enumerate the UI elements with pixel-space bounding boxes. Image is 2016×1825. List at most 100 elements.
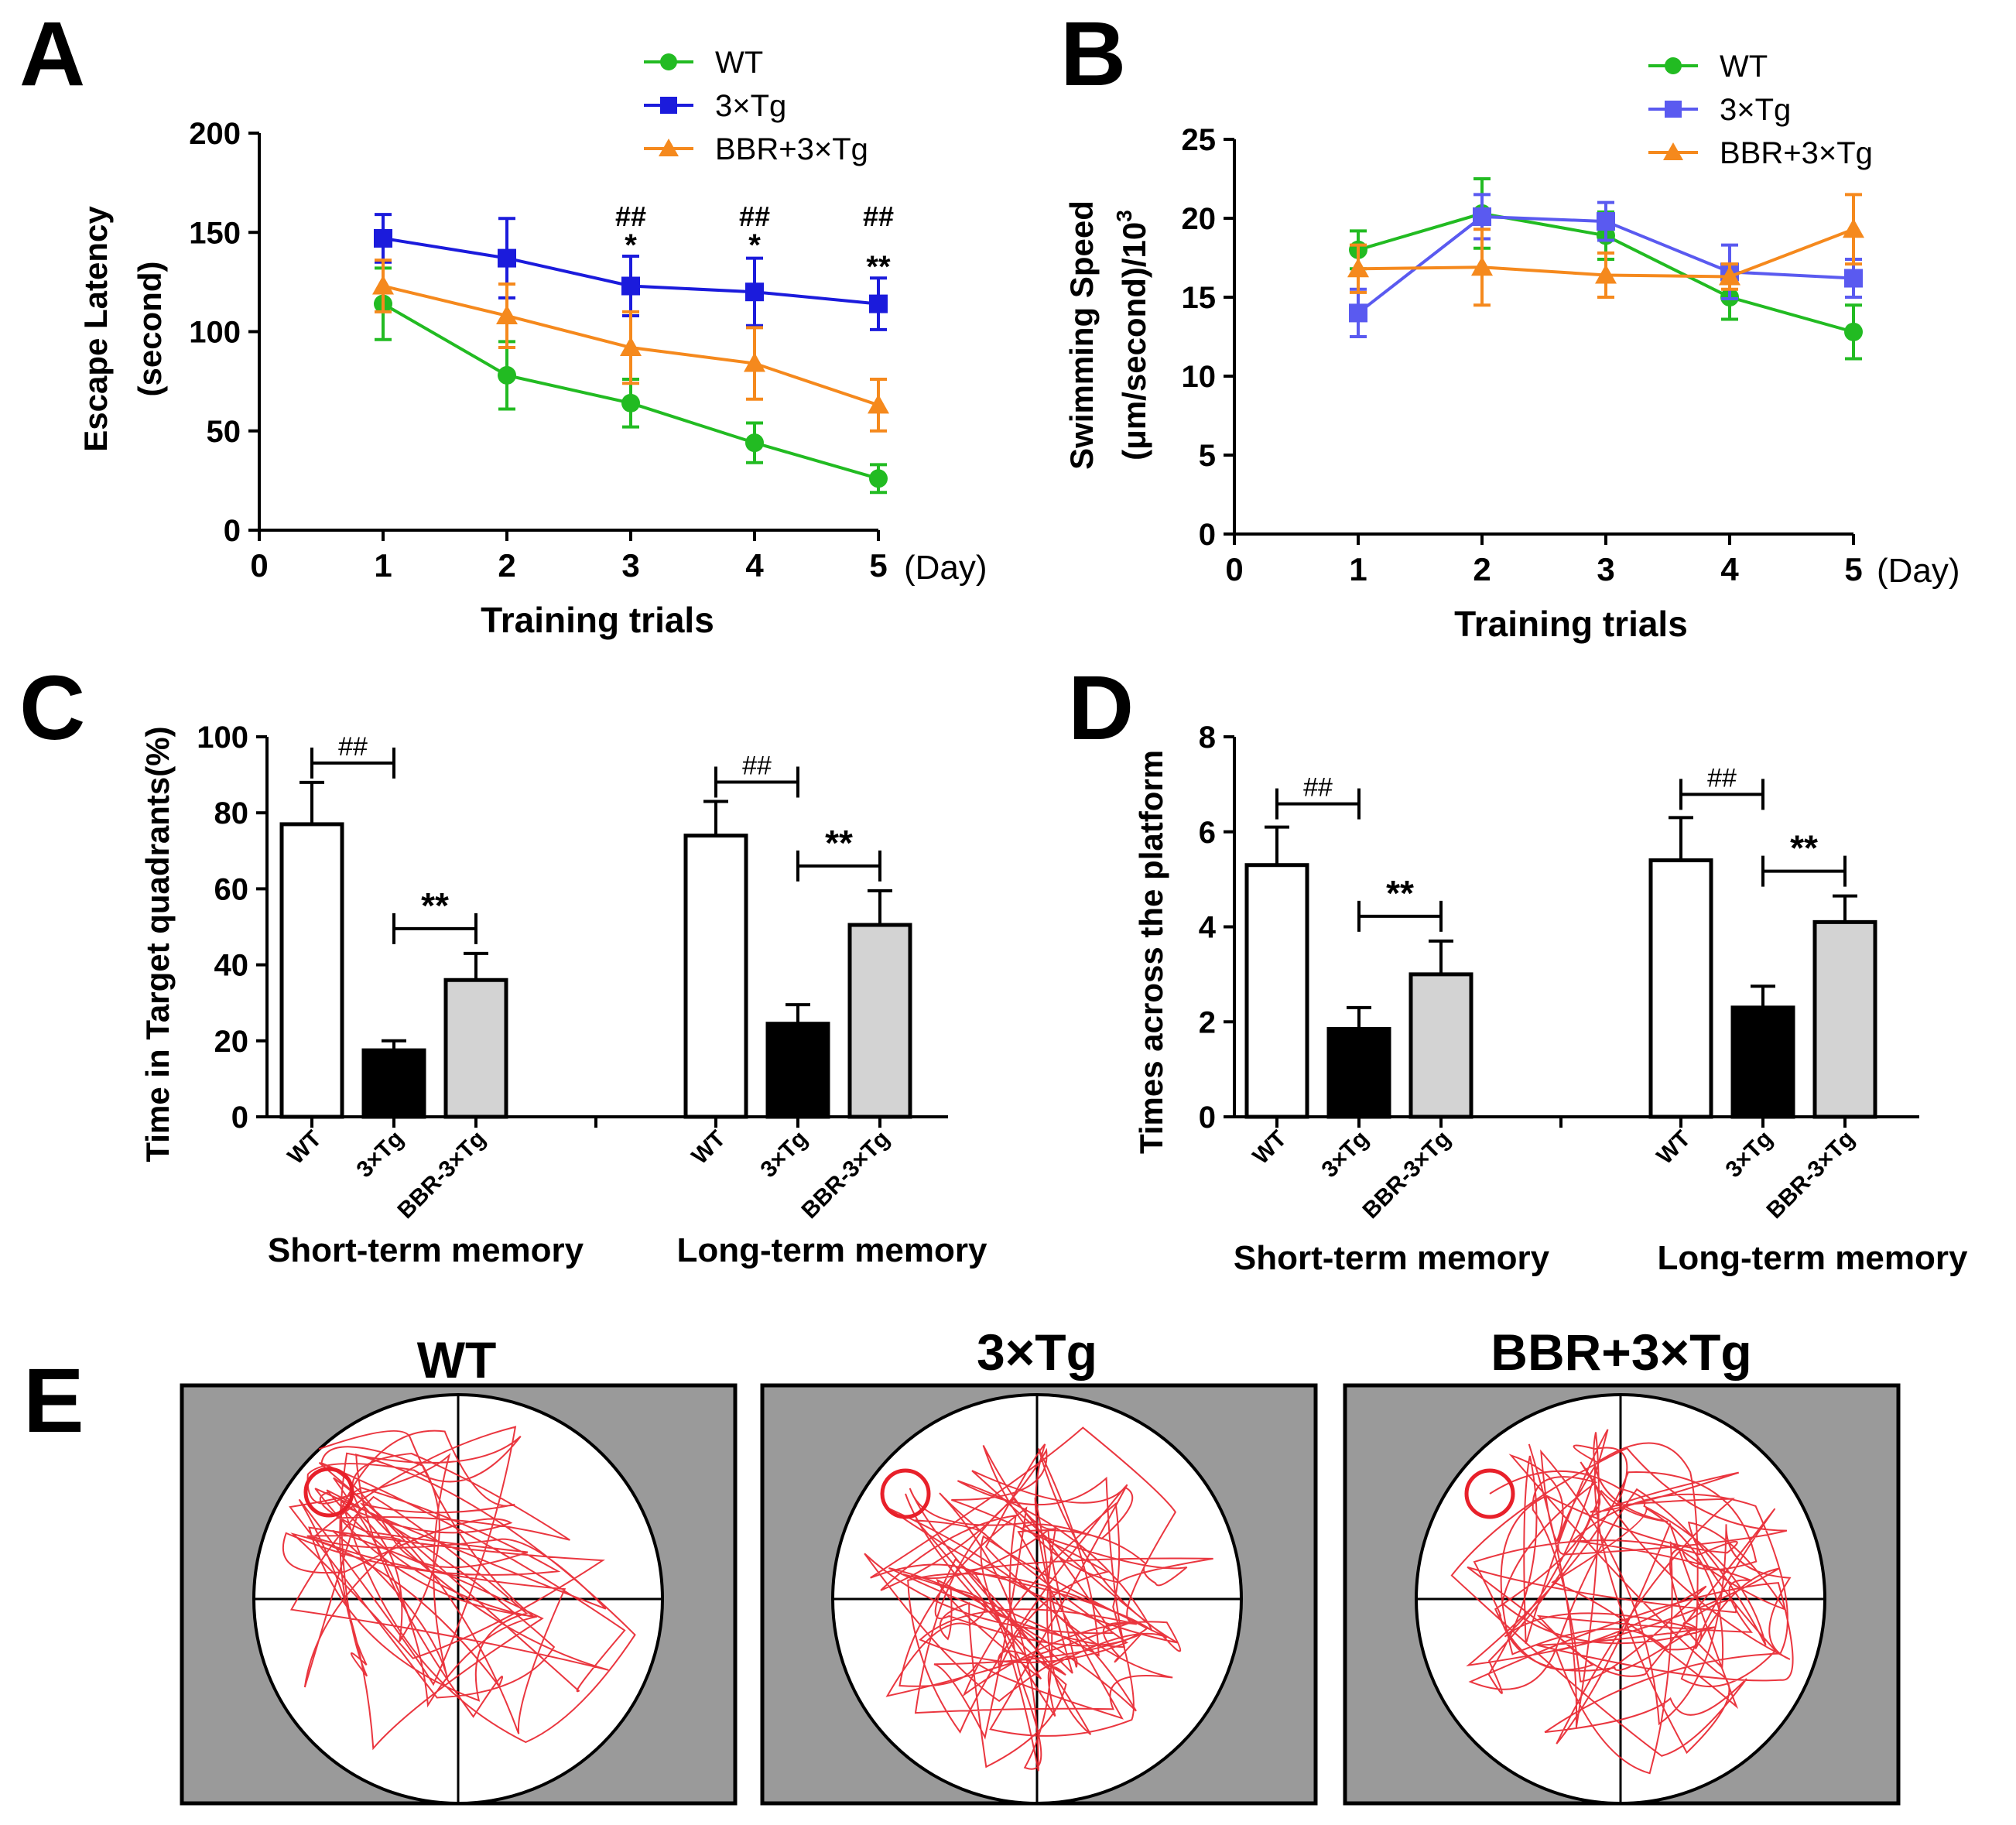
chart-b-ytick-label: 20 [1182, 202, 1217, 236]
chart-c-bar [765, 1022, 830, 1119]
chart-c-bracket-hash: ## [742, 751, 772, 780]
chart-b-xtick-label: 0 [1225, 551, 1243, 587]
chart-d-bar [1730, 1005, 1795, 1119]
chart-d-bar [1648, 858, 1713, 1119]
chart-c-ytick-label: 80 [214, 796, 249, 830]
chart-b-legend-label: WT [1720, 50, 1768, 84]
panel-label-e: E [23, 1350, 84, 1452]
chart-c-bar [361, 1048, 426, 1119]
chart-c-category-label: 3×Tg [756, 1126, 813, 1183]
panel-label-c: C [19, 657, 85, 759]
chart-c-category-label: BBR-3×Tg [392, 1126, 490, 1224]
chart-d-ytick-label: 4 [1199, 911, 1217, 945]
chart-b-point-3xtg [1844, 269, 1863, 288]
chart-a-xtick-label: 5 [869, 547, 887, 584]
chart-d-bracket-wt-vs-3xtg [1679, 779, 1764, 810]
chart-b-xtick-label: 1 [1349, 551, 1367, 587]
chart-c-group-long: Long-term memory [677, 1231, 987, 1269]
pool-title-wt: WT [417, 1331, 497, 1388]
chart-c-ytick-label: 20 [214, 1025, 249, 1059]
chart-d-ytick-label: 2 [1199, 1005, 1216, 1039]
swim-path-panels [180, 1383, 1901, 1806]
chart-b-ytick-label: 0 [1199, 518, 1216, 552]
chart-a-legend-label: WT [715, 46, 763, 80]
panel-label-d: D [1068, 657, 1134, 759]
swim-track [864, 1426, 1213, 1772]
chart-d-category-label: WT [1248, 1126, 1292, 1169]
chart-c-bar [279, 822, 344, 1119]
chart-b-ylabel-sup: 3 [1112, 210, 1136, 222]
chart-b-ytick-label: 5 [1199, 439, 1216, 473]
chart-d-ytick-label: 6 [1199, 816, 1216, 850]
chart-a-ytick-label: 200 [189, 117, 241, 151]
chart-a-annotation-hash: ## [739, 200, 770, 232]
chart-c-ytick-label: 40 [214, 949, 249, 983]
chart-d-bar [1408, 972, 1473, 1119]
chart-a-xtick-label: 0 [250, 547, 268, 584]
chart-c-ytick-label: 60 [214, 872, 249, 906]
chart-a-annotation-hash: ## [615, 200, 646, 232]
chart-b-point-3xtg [1349, 303, 1367, 323]
chart-a-xtick-label: 2 [498, 547, 515, 584]
chart-d-bracket-3xtg-vs-bbr [1761, 855, 1847, 887]
chart-c-category-label: BBR-3×Tg [796, 1126, 894, 1224]
chart-c-bracket-hash: ## [338, 732, 368, 762]
chart-c-bracket-star: ** [825, 823, 853, 863]
chart-b-xtick-label: 3 [1597, 551, 1614, 587]
chart-d-category-label: 3×Tg [1721, 1126, 1778, 1183]
chart-a-ytick-label: 150 [189, 216, 241, 250]
chart-b-xlabel: Training trials [1454, 604, 1688, 644]
chart-a-legend-label: 3×Tg [715, 89, 786, 123]
chart-d-category-label: BBR-3×Tg [1761, 1126, 1859, 1224]
chart-c-category-label: WT [283, 1126, 327, 1169]
chart-d-bracket-wt-vs-3xtg [1275, 788, 1361, 820]
chart-c-bar [847, 923, 912, 1119]
chart-c-bracket-3xtg-vs-bbr [796, 850, 881, 882]
chart-b-point-bbr [1719, 265, 1740, 286]
chart-a-legend-marker-bbr [659, 139, 679, 156]
chart-c-category-label: 3×Tg [352, 1126, 409, 1183]
chart-a-ytick-label: 100 [189, 316, 241, 350]
chart-c-bracket-wt-vs-3xtg [310, 747, 395, 779]
chart-d-ytick-label: 8 [1199, 721, 1216, 755]
chart-b-point-bbr [1595, 264, 1617, 284]
chart-d-bar [1326, 1026, 1391, 1119]
chart-b-legend-label: 3×Tg [1720, 93, 1791, 127]
chart-b-ytick-label: 10 [1182, 360, 1217, 394]
chart-c-bar [683, 834, 748, 1119]
chart-d-bracket-star: ** [1790, 828, 1818, 868]
chart-a-point-bbr [372, 275, 394, 295]
chart-a-point-wt [621, 393, 640, 413]
chart-a-point-wt [498, 365, 516, 385]
chart-d-bracket-hash: ## [1303, 773, 1333, 803]
chart-a-xlabel: Training trials [481, 600, 714, 640]
chart-d-bar [1812, 919, 1877, 1119]
chart-b-ylabel-2: (μm/second)/10 [1116, 222, 1152, 461]
platform-marker [880, 1468, 931, 1519]
chart-b-xtick-label: 5 [1844, 551, 1862, 587]
chart-a-annotation-star: ** [866, 250, 891, 284]
chart-c-ytick-label: 0 [231, 1101, 248, 1135]
chart-a-annotation-hash: ## [863, 200, 894, 232]
chart-c-ytick-label: 100 [197, 721, 248, 755]
chart-b-ylabel-2-group: (μm/second)/103 [1112, 210, 1152, 461]
chart-b-point-3xtg [1473, 207, 1491, 226]
pool-title-bbr: BBR+3×Tg [1491, 1323, 1751, 1381]
chart-b-labels: Swimming Speed (μm/second)/103 Training … [1063, 200, 1960, 644]
chart-d-bracket-star: ** [1386, 873, 1414, 913]
chart-a-point-bbr [868, 394, 889, 414]
pool-title-3xtg: 3×Tg [977, 1323, 1097, 1381]
panel-label-b: B [1060, 3, 1126, 105]
chart-d-category-label: 3×Tg [1317, 1126, 1374, 1183]
chart-c-ylabel: Time in Target quadrants(%) [139, 726, 176, 1162]
chart-a-point-3xtg [498, 248, 516, 268]
chart-d-ytick-label: 0 [1199, 1101, 1216, 1135]
chart-a-ytick-label: 50 [207, 415, 241, 449]
chart-b-legend-marker-bbr [1663, 142, 1683, 160]
chart-b-xunit: (Day) [1877, 552, 1960, 590]
chart-b-point-3xtg [1597, 212, 1615, 231]
swim-track [282, 1426, 636, 1751]
chart-c-group-short: Short-term memory [268, 1231, 584, 1269]
